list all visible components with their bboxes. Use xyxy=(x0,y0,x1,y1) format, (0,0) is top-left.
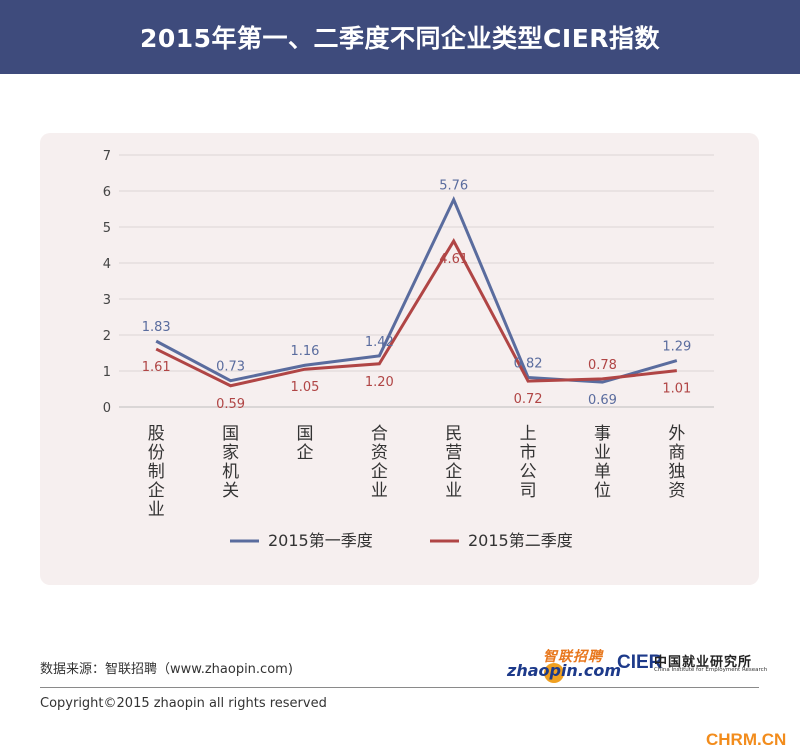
data-label-s2: 1.61 xyxy=(142,360,171,375)
data-label-s1: 0.82 xyxy=(514,356,543,371)
legend-label-1: 2015第一季度 xyxy=(268,531,373,550)
chart-panel: 0 1 2 3 4 5 6 7 股份制企业 国家机关 国企 合资企业 民营企业 上市公司 事业单位 外商独资 1… xyxy=(40,133,759,585)
watermark: CHRM.CN xyxy=(706,730,787,749)
y-tick-label: 0 xyxy=(103,401,111,416)
data-label-s2: 0.72 xyxy=(514,392,543,407)
zhaopin-logo: 智联招聘 zhaopin.com xyxy=(507,646,621,683)
x-tick-label: 国企 xyxy=(296,424,313,463)
y-tick-label: 1 xyxy=(103,365,111,380)
x-tick-label: 国家机关 xyxy=(222,424,239,501)
x-tick-label: 上市公司 xyxy=(520,424,537,501)
data-label-s1: 1.42 xyxy=(365,335,394,350)
y-tick-label: 3 xyxy=(103,293,111,308)
y-tick-label: 4 xyxy=(103,257,111,272)
x-tick-label: 合资企业 xyxy=(371,424,388,501)
data-label-s1: 0.69 xyxy=(588,393,617,408)
copyright: Copyright©2015 zhaopin all rights reserv… xyxy=(40,696,327,711)
data-label-s1: 0.73 xyxy=(216,360,245,375)
data-label-s1: 1.29 xyxy=(662,340,691,355)
zhaopin-logo-en: zhaopin.com xyxy=(507,661,622,680)
cier-logo-en: CIER xyxy=(617,652,663,673)
cier-logo: CIER 中国就业研究所 China Institute for Employm… xyxy=(617,651,767,679)
x-tick-label: 事业单位 xyxy=(594,424,611,501)
data-label-s1: 5.76 xyxy=(439,179,468,194)
footer-divider xyxy=(40,687,759,688)
legend-label-2: 2015第二季度 xyxy=(468,531,573,550)
line-chart: 0 1 2 3 4 5 6 7 股份制企业 国家机关 国企 合资企业 民营企业 上市公司 事业单位 外商独资 1… xyxy=(103,149,714,550)
y-tick-label: 2 xyxy=(103,329,111,344)
x-tick-label: 股份制企业 xyxy=(148,424,165,520)
series-line-2 xyxy=(155,238,677,388)
data-source: 数据来源：智联招聘（www.zhaopin.com) xyxy=(40,662,293,677)
series-line-1 xyxy=(155,195,678,384)
data-label-s1: 1.16 xyxy=(290,344,319,359)
data-label-s2: 0.78 xyxy=(588,358,617,373)
data-label-s2: 0.59 xyxy=(216,397,245,412)
x-tick-label: 外商独资 xyxy=(668,424,685,501)
x-tick-label: 民营企业 xyxy=(445,424,462,501)
zhaopin-logo-cn: 智联招聘 xyxy=(543,649,603,665)
data-label-s1: 1.83 xyxy=(142,320,171,335)
cier-logo-subtitle: China Institute for Employment Research xyxy=(654,667,768,673)
page-title: 2015年第一、二季度不同企业类型CIER指数 xyxy=(139,24,661,53)
y-tick-label: 6 xyxy=(103,185,111,200)
zhaopin-logo-dot xyxy=(544,663,564,683)
header-banner: 2015年第一、二季度不同企业类型CIER指数 xyxy=(0,0,800,74)
data-label-s2: 1.20 xyxy=(365,375,394,390)
y-tick-label: 5 xyxy=(103,221,111,236)
data-label-s2: 1.01 xyxy=(662,382,691,397)
data-label-s2: 4.61 xyxy=(439,252,468,267)
cier-logo-cn: 中国就业研究所 xyxy=(654,655,753,670)
y-tick-label: 7 xyxy=(103,149,111,164)
data-label-s2: 1.05 xyxy=(290,380,319,395)
